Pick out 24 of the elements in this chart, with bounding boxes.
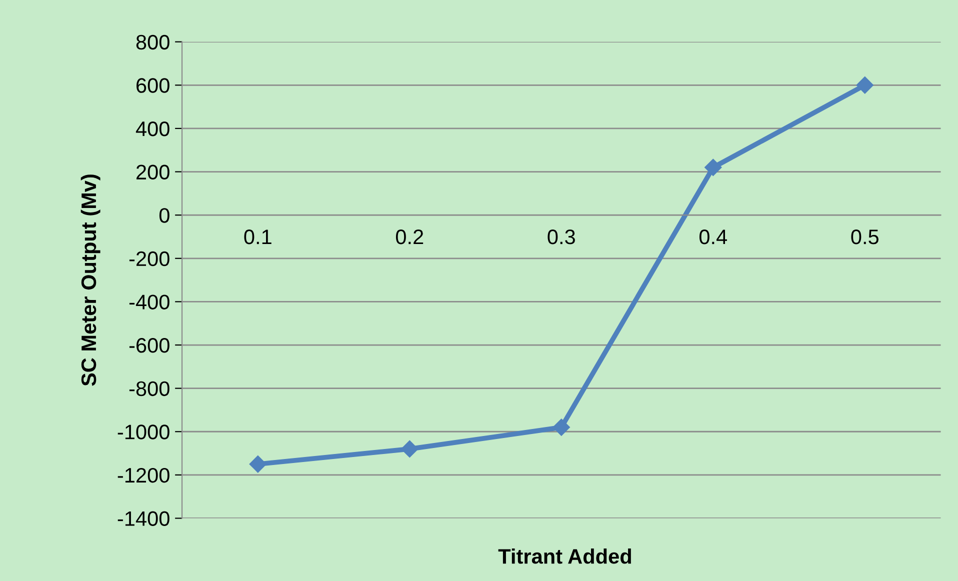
y-tick-label: 600	[136, 78, 170, 93]
y-tick-label: -1000	[118, 424, 170, 440]
y-tick-label: 200	[136, 164, 170, 180]
y-axis-title: SC Meter Output (Mv)	[80, 174, 100, 386]
x-tick-label: 0.3	[548, 230, 575, 244]
y-tick-label: -1400	[118, 511, 170, 526]
y-tick-label: -800	[129, 381, 170, 396]
y-tick-label: -600	[129, 338, 170, 353]
x-tick-label: 0.1	[244, 230, 272, 244]
y-tick-label: -1200	[118, 468, 170, 483]
point	[249, 456, 266, 473]
y-tick-label: 0	[159, 208, 170, 223]
x-tick-label: 0.5	[851, 230, 878, 244]
y-tick-label: 800	[136, 34, 170, 50]
y-tick-label: 400	[136, 121, 170, 136]
y-tick-label: -400	[129, 294, 170, 310]
point	[704, 158, 722, 176]
x-tick-label: 0.2	[396, 230, 424, 244]
x-axis-title: Titrant Added	[498, 548, 631, 564]
point	[856, 76, 874, 94]
point	[401, 440, 418, 458]
point	[552, 418, 570, 436]
y-tick-label: -200	[129, 251, 170, 266]
x-tick-label: 0.4	[699, 230, 728, 244]
